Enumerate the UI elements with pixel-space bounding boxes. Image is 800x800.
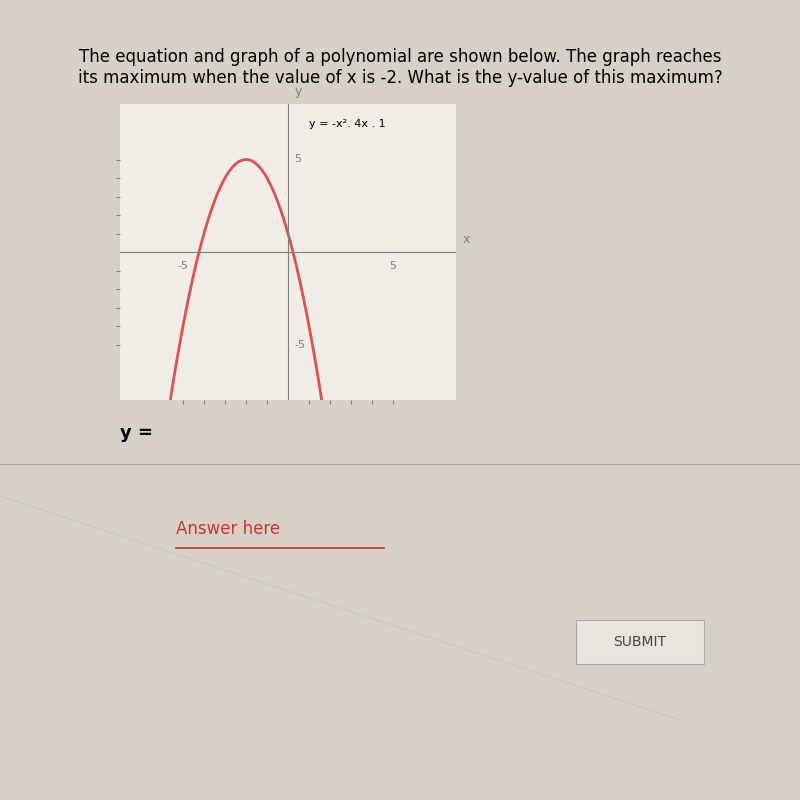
Text: -5: -5	[294, 339, 306, 350]
Text: 5: 5	[390, 262, 397, 271]
Text: y =: y =	[120, 424, 153, 442]
Text: SUBMIT: SUBMIT	[614, 635, 666, 649]
Text: Answer here: Answer here	[176, 520, 280, 538]
Text: The equation and graph of a polynomial are shown below. The graph reaches
its ma: The equation and graph of a polynomial a…	[78, 48, 722, 86]
Text: x: x	[462, 234, 470, 246]
Text: y = -x². 4x . 1: y = -x². 4x . 1	[309, 118, 386, 129]
Text: 5: 5	[294, 154, 302, 165]
Text: -5: -5	[178, 262, 189, 271]
Text: y: y	[294, 86, 302, 98]
